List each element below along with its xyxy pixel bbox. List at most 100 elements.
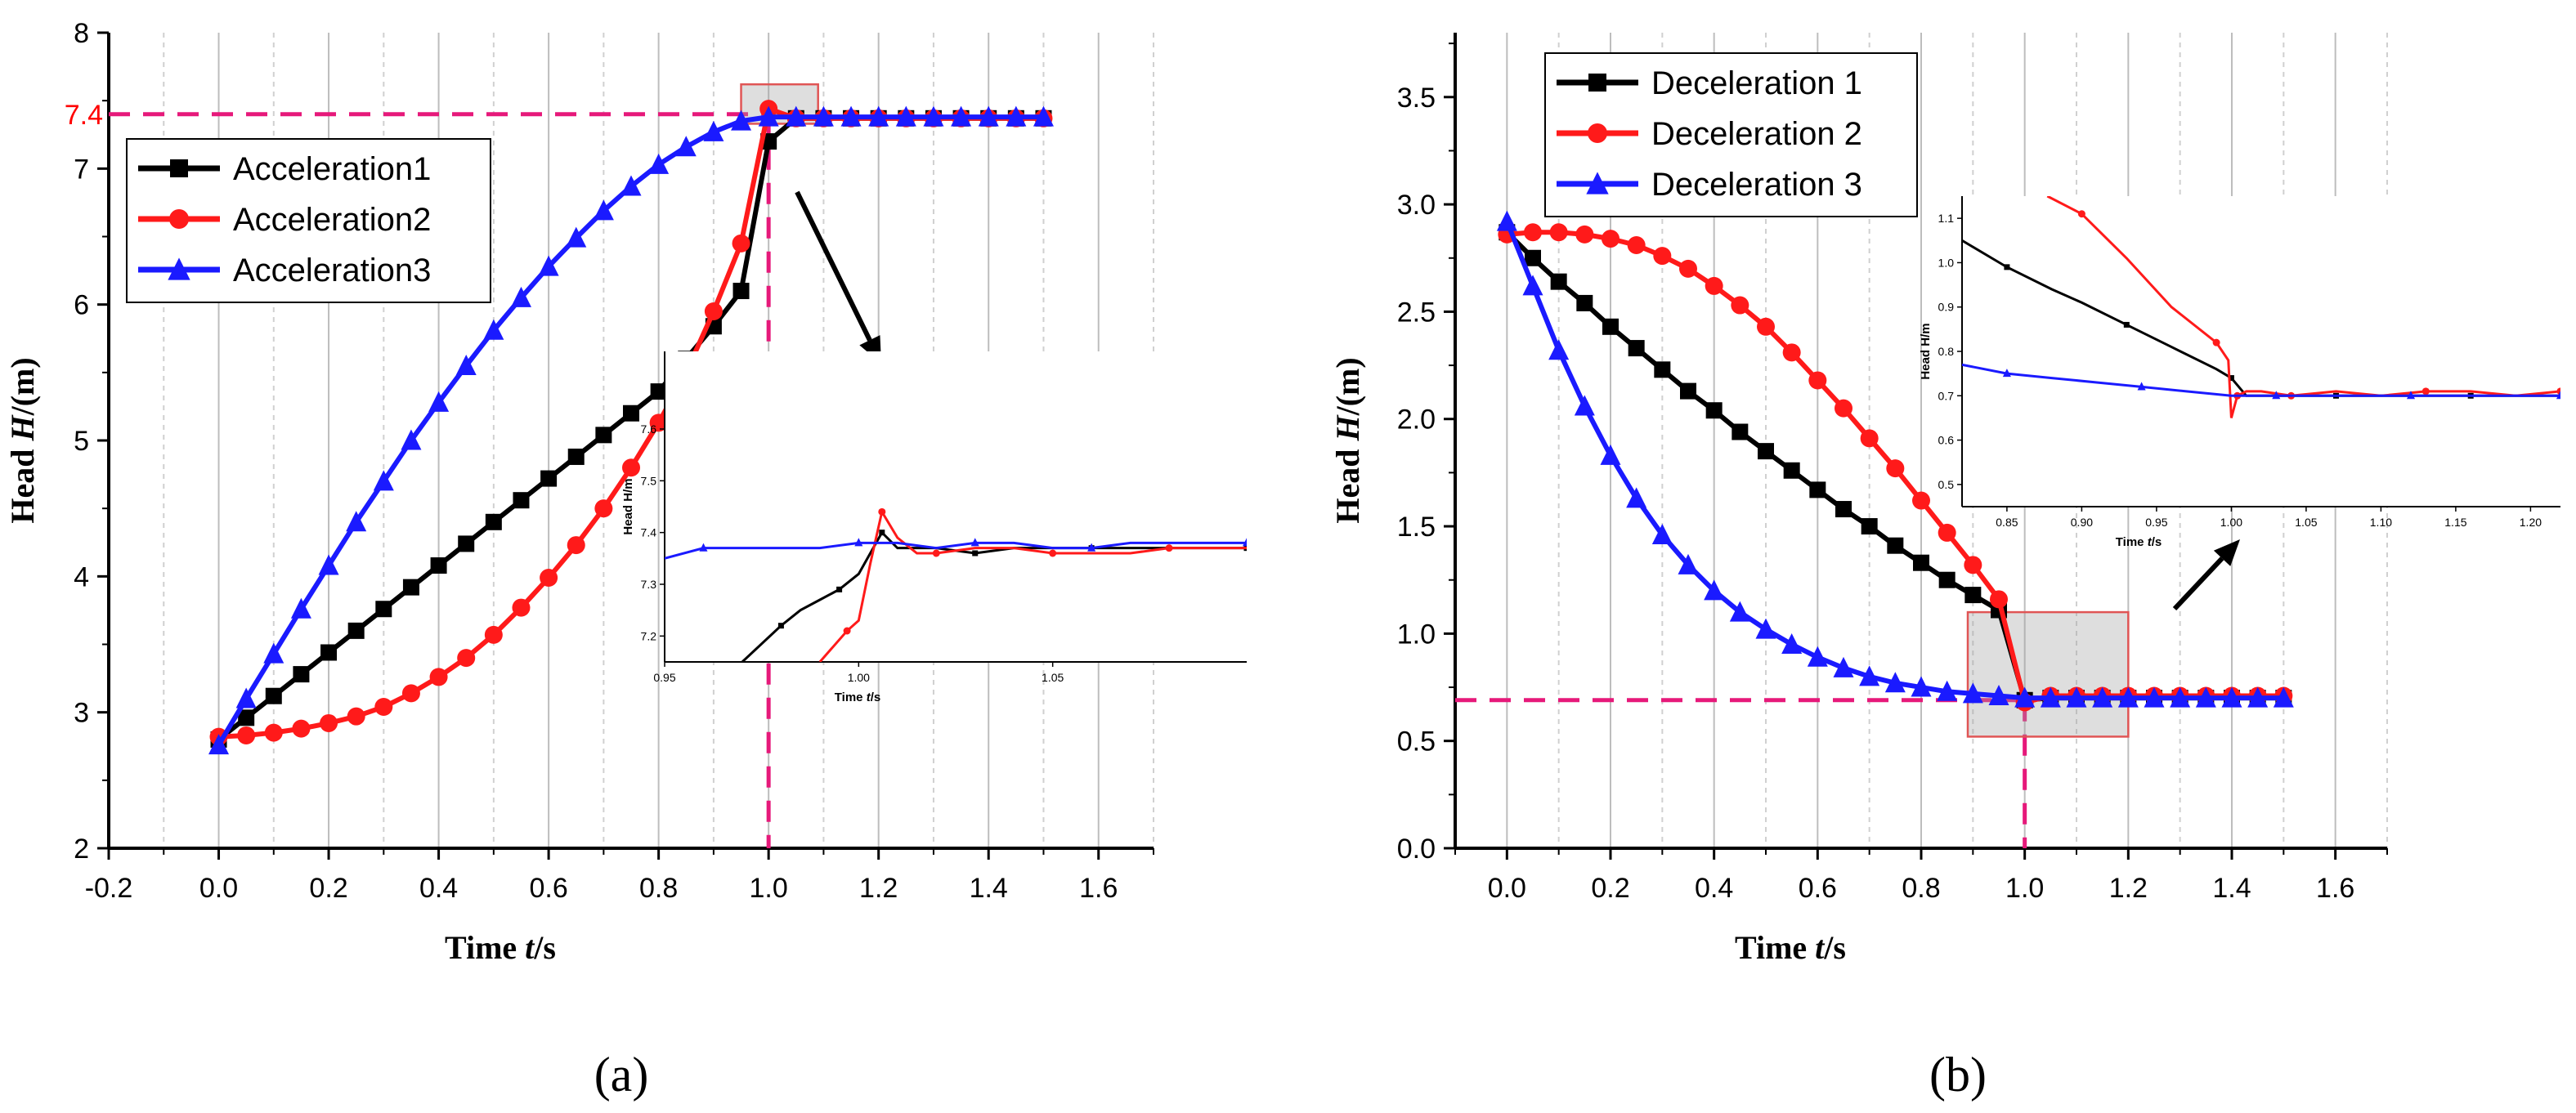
arrow-shaft	[2172, 556, 2224, 611]
inset-data-point	[1087, 543, 1096, 552]
inset-series-line	[665, 541, 1247, 560]
data-point	[1782, 343, 1801, 362]
x-axis-title-prefix: Time	[445, 929, 525, 966]
data-point	[1653, 247, 1672, 266]
data-point	[1783, 462, 1800, 479]
data-point	[1576, 294, 1593, 311]
inset-data-point	[2004, 264, 2010, 270]
data-point	[732, 234, 750, 253]
data-point	[978, 105, 999, 127]
x-tick-label: 0.4	[419, 873, 458, 904]
x-axis-title-suffix: /s	[1823, 929, 1846, 966]
panel-label: (a)	[594, 1048, 649, 1102]
data-point	[2273, 686, 2294, 708]
x-tick-label: 0.8	[1902, 873, 1940, 904]
data-point	[1911, 676, 1932, 697]
inset-y-tick-label: 0.9	[1938, 301, 1955, 314]
chart-panel-b: 0.0 0.2 0.4 0.6 0.8 1.0 1.2 1.4 1.6 0.0 0.5 1.0 1.5 2…	[1329, 33, 2560, 1102]
data-point	[264, 723, 283, 742]
data-point	[1887, 537, 1904, 554]
data-point	[1938, 523, 1956, 542]
inset-data-point	[972, 550, 979, 556]
x-tick-label: 0.8	[639, 873, 678, 904]
data-point	[1807, 646, 1828, 667]
legend-swatch-marker	[169, 209, 189, 229]
data-point	[1835, 399, 1852, 418]
inset-y-tick-label: 1.0	[1938, 256, 1955, 269]
x-axis-title-var: t	[525, 929, 535, 966]
x-tick-label: 0.6	[1799, 873, 1837, 904]
data-point	[1758, 443, 1774, 460]
data-point	[1522, 275, 1543, 296]
data-point	[320, 713, 338, 732]
data-point	[1704, 579, 1725, 601]
data-point	[567, 536, 585, 555]
inset-y-tick-label: 0.7	[1938, 389, 1955, 402]
data-point	[650, 383, 667, 400]
data-point	[1626, 487, 1647, 508]
data-point	[595, 427, 612, 444]
inset-series-line	[2046, 196, 2560, 418]
inset-y-tick-label: 0.5	[1938, 478, 1955, 491]
data-point	[1575, 225, 1594, 244]
data-point	[265, 687, 282, 704]
legend-swatch-marker	[170, 159, 188, 177]
inset-data-point	[878, 507, 886, 516]
inset-data-point	[1242, 538, 1247, 547]
y-axis-title-prefix: Head	[4, 441, 41, 524]
inset-x-axis-title: Time t/s	[835, 691, 880, 704]
inset-y-axis-title: Head H/m	[1919, 323, 1933, 379]
data-point	[513, 492, 530, 509]
inset-x-tick-label: 1.15	[2444, 516, 2466, 529]
y-tick-label: 2.0	[1397, 405, 1436, 436]
data-point	[1833, 656, 1854, 677]
data-point	[373, 470, 394, 491]
legend-label: Acceleration2	[233, 202, 431, 238]
inset-y-tick-label: 7.2	[641, 629, 657, 642]
data-point	[623, 405, 639, 422]
data-point	[540, 470, 558, 487]
data-point	[868, 105, 889, 127]
y-axis-title: Head H/(m)	[1329, 357, 1366, 523]
data-point	[648, 153, 670, 174]
inset-data-point	[2002, 369, 2011, 378]
data-point	[458, 535, 475, 552]
data-point	[2195, 686, 2216, 708]
inset-x-title-suffix: /s	[2152, 535, 2162, 549]
x-tick-label: 1.2	[2109, 873, 2148, 904]
inset-x-tick-label: 0.85	[1996, 516, 2018, 529]
data-point	[1861, 518, 1878, 535]
data-point	[1964, 556, 1982, 574]
data-point	[1574, 395, 1595, 416]
data-point	[1680, 382, 1696, 400]
data-point	[1731, 296, 1749, 315]
data-point	[510, 286, 531, 307]
data-point	[235, 687, 257, 708]
zoom-box	[1966, 610, 2130, 738]
data-point	[786, 105, 807, 127]
y-tick-label: 3.0	[1397, 190, 1436, 221]
data-point	[401, 429, 422, 450]
x-tick-label: 1.0	[2005, 873, 2044, 904]
data-point	[1524, 223, 1542, 242]
inset-y-tick-label: 0.6	[1938, 434, 1955, 447]
data-point	[1729, 601, 1750, 622]
x-axis-title: Time t/s	[445, 929, 556, 966]
y-tick-label: 0.5	[1397, 726, 1436, 758]
inset-series-group	[665, 507, 1247, 662]
data-point	[2117, 686, 2139, 708]
y-tick-label: 0.0	[1397, 834, 1436, 865]
data-point	[1938, 571, 1956, 588]
y-tick-label: 2	[74, 834, 89, 865]
inset-data-point	[699, 543, 708, 552]
y-axis-title-prefix: Head	[1329, 441, 1366, 524]
data-point	[374, 698, 393, 717]
data-point	[732, 283, 750, 300]
legend-swatch-marker	[1588, 123, 1607, 143]
data-point	[1627, 236, 1646, 255]
data-point	[292, 719, 311, 738]
legend-label: Deceleration 2	[1651, 116, 1862, 152]
y-axis-title: Head H/(m)	[4, 357, 41, 523]
data-point	[430, 557, 447, 574]
